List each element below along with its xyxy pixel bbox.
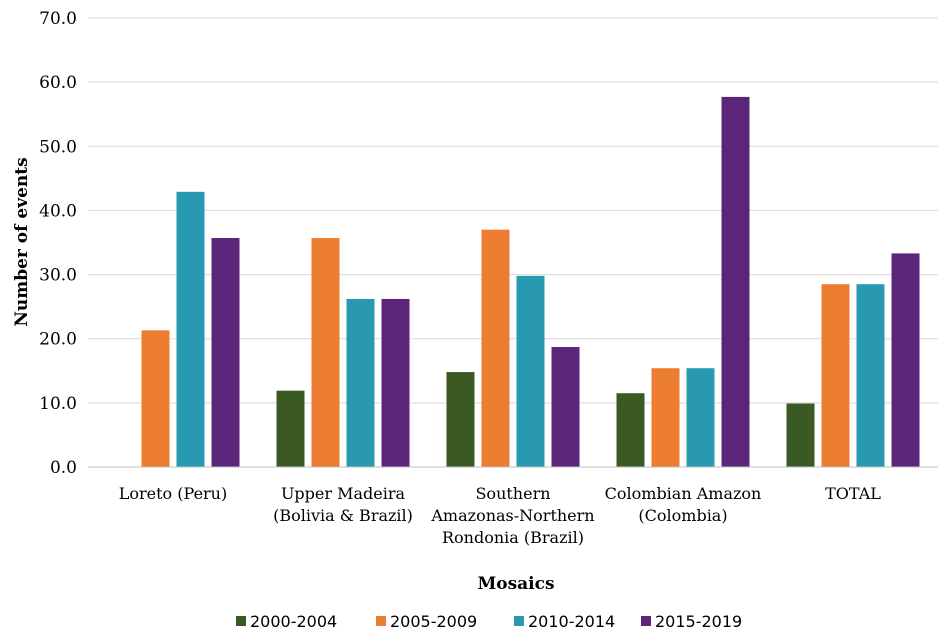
bar — [176, 191, 205, 467]
bar — [821, 284, 850, 467]
bar — [891, 253, 920, 467]
bars — [141, 96, 920, 467]
bar — [311, 238, 340, 467]
bar — [381, 298, 410, 467]
y-tick-label: 40.0 — [39, 201, 77, 221]
x-category-label: Loreto (Peru) — [119, 484, 227, 503]
bar — [856, 284, 885, 467]
legend-swatch — [641, 616, 651, 626]
x-axis-title: Mosaics — [477, 574, 554, 594]
bar — [141, 330, 170, 467]
bar — [276, 390, 305, 467]
x-category-label: Upper Madeira — [281, 484, 406, 503]
y-tick-label: 60.0 — [39, 73, 77, 93]
x-category-label: (Colombia) — [638, 506, 727, 525]
x-category-label: Colombian Amazon — [605, 484, 762, 503]
bar — [346, 298, 375, 467]
y-tick-label: 50.0 — [39, 137, 77, 157]
legend-label: 2005-2009 — [390, 612, 477, 631]
legend-label: 2000-2004 — [250, 612, 337, 631]
bar — [721, 96, 750, 467]
legend-swatch — [514, 616, 524, 626]
x-category-label: Southern — [475, 484, 550, 503]
x-category-label: TOTAL — [825, 484, 881, 503]
bar — [481, 229, 510, 467]
x-category-label: Rondonia (Brazil) — [442, 528, 584, 547]
bar — [686, 368, 715, 467]
y-tick-label: 20.0 — [39, 330, 77, 350]
legend-swatch — [376, 616, 386, 626]
bar — [651, 368, 680, 467]
category-labels: Loreto (Peru) Upper Madeira (Bolivia & Bra… — [119, 484, 882, 547]
bar — [786, 403, 815, 467]
x-category-label: (Bolivia & Brazil) — [273, 506, 413, 525]
legend: 2000-2004 2005-2009 2010-2014 2015-2019 — [236, 612, 742, 631]
legend-swatch — [236, 616, 246, 626]
legend-label: 2015-2019 — [655, 612, 742, 631]
y-axis-ticks: 0.0 10.0 20.0 30.0 40.0 50.0 60.0 70.0 — [39, 9, 77, 478]
y-tick-label: 0.0 — [50, 458, 77, 478]
legend-label: 2010-2014 — [528, 612, 615, 631]
y-tick-label: 30.0 — [39, 266, 77, 286]
y-axis-title: Number of events — [12, 157, 32, 326]
bar — [551, 347, 580, 467]
y-tick-label: 10.0 — [39, 394, 77, 414]
y-tick-label: 70.0 — [39, 9, 77, 29]
bar — [446, 372, 475, 467]
x-category-label: Amazonas-Northern — [430, 506, 594, 525]
bar — [616, 393, 645, 467]
bar — [516, 275, 545, 467]
bar — [211, 238, 240, 467]
